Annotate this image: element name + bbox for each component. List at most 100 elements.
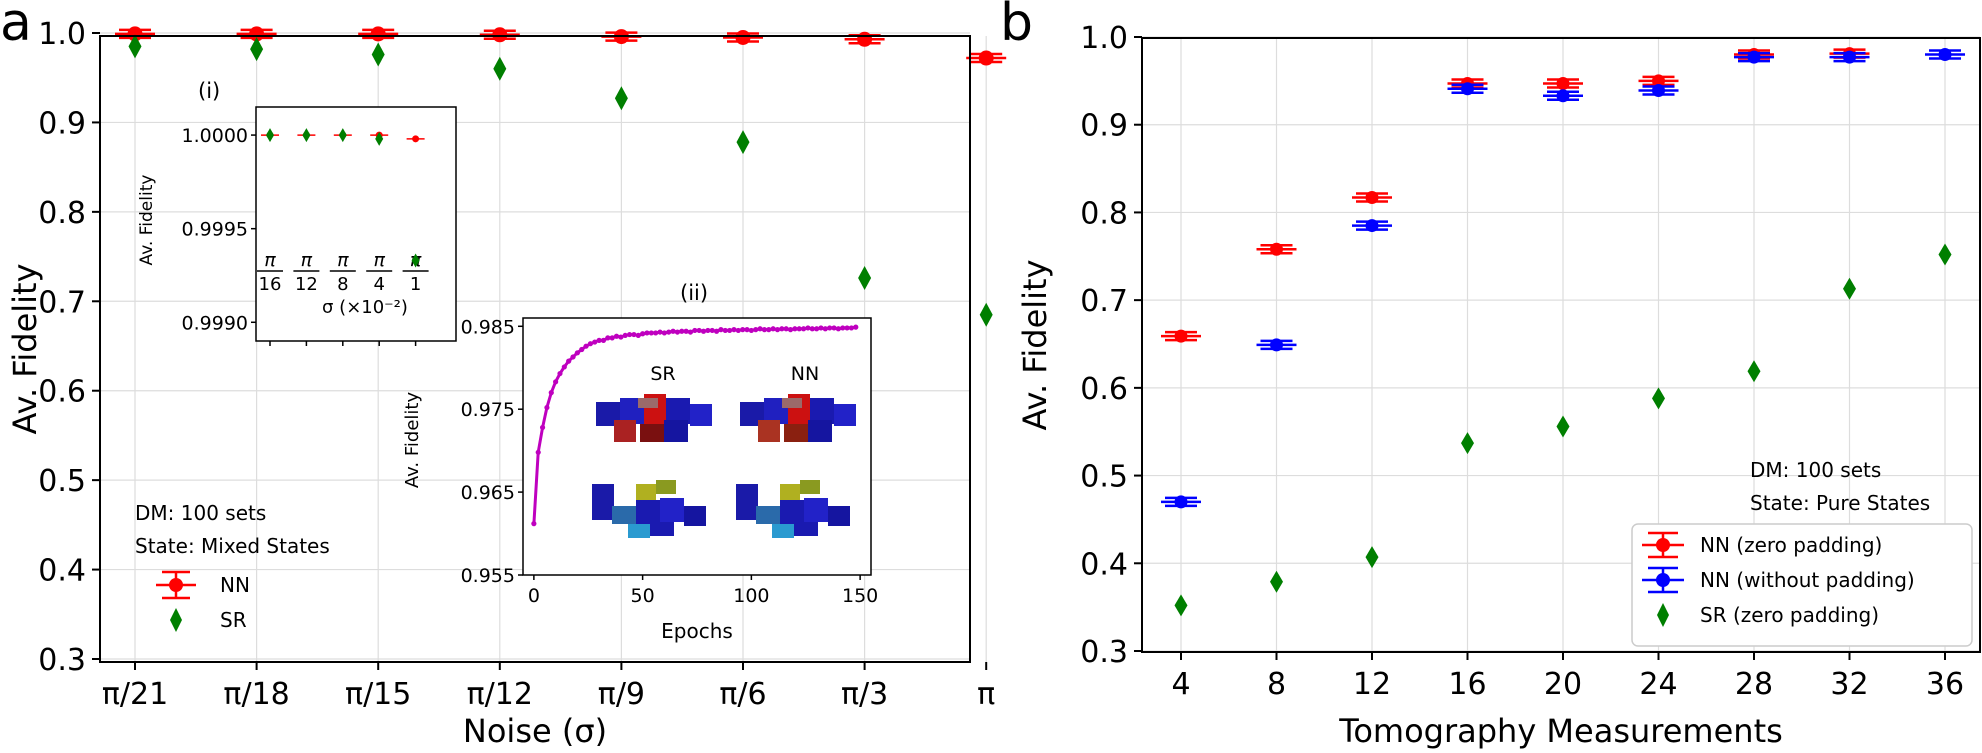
- inset-i-series-sr: [266, 128, 420, 268]
- inset-ii-curve-point: [687, 329, 694, 335]
- panel-b-x-tick-label: 36: [1926, 667, 1964, 702]
- panel-b-series-nn-zero-padding: [1161, 47, 1870, 343]
- panel-a-sr-point: [371, 42, 385, 67]
- inset-ii-curve-point: [735, 327, 741, 334]
- inset-ii-curve-point: [744, 327, 750, 333]
- panel-a-annotation-dm: DM: 100 sets: [135, 501, 266, 525]
- inset-ii-curve-point: [561, 364, 567, 370]
- inset-ii-label: (ii): [680, 281, 708, 305]
- inset-ii-x-ticks: 0 50 100 150: [528, 575, 878, 607]
- inset-ii-curve-point: [539, 424, 546, 431]
- inset-ii-curve-point: [566, 358, 572, 364]
- panel-b-sr-point: [1843, 277, 1856, 300]
- panel-a-y-tick-label: 0.8: [38, 196, 86, 231]
- inset-ii-curve-point: [692, 327, 698, 334]
- inset-ii-curve-point: [574, 350, 580, 356]
- panel-b-series-sr-zero-padding: [1174, 243, 1952, 617]
- inset-ii-curve-point: [626, 331, 633, 338]
- inset-ii-curve-point: [618, 334, 624, 340]
- inset-ii-curve-point: [818, 325, 824, 331]
- panel-b-sr-point: [1652, 387, 1665, 410]
- inset-i-y-tick-label: 0.9990: [182, 312, 248, 334]
- inset-ii-y-tick-label: 0.985: [461, 316, 515, 338]
- inset-ii-curve-point: [783, 326, 789, 332]
- panel-a-nn-point: [115, 26, 155, 42]
- inset-ii-curve-point: [683, 328, 689, 334]
- inset-ii-curve-point: [596, 337, 602, 343]
- panel-b-sr-point: [1365, 546, 1379, 569]
- inset-ii-x-tick-label: 0: [528, 585, 540, 607]
- inset-i-x-tick-numerator: π: [373, 249, 385, 271]
- inset-i-x-tick-denominator: 1: [410, 274, 421, 295]
- inset-ii-curve-point: [635, 332, 641, 339]
- panel-a-nn-point: [358, 26, 399, 42]
- inset-i-x-tick-numerator: π: [337, 249, 349, 271]
- inset-ii-curve-point: [822, 326, 828, 332]
- inset-ii-curve-point: [548, 390, 554, 396]
- panel-a-series-sr: [128, 34, 993, 327]
- inset-ii-curve-point: [748, 327, 754, 334]
- panel-a-y-ticks: 0.3 0.4 0.5 0.6 0.7 0.8 0.9 1.0: [38, 17, 100, 678]
- panel-b-legend-box: [1631, 523, 1973, 647]
- panel-b-nn-without-point: [1543, 89, 1583, 103]
- inset-ii-curve-point: [805, 325, 811, 331]
- inset-ii-cubes-label-sr: SR: [650, 363, 675, 385]
- panel-b-legend-nn-zero-marker: [1642, 531, 1684, 559]
- inset-ii-curve-point: [809, 326, 815, 332]
- inset-ii-curve-point: [814, 326, 820, 332]
- panel-b-legend-nn-without-marker: [1642, 566, 1684, 594]
- panel-a-legend-sr-marker: [170, 608, 182, 632]
- inset-ii-curve-point: [848, 325, 855, 331]
- inset-ii-curve-point: [670, 328, 676, 334]
- inset-i-sr-point: [266, 128, 274, 143]
- inset-i-sr-point: [375, 131, 384, 146]
- inset-i-y-tick-label: 0.9995: [182, 219, 248, 241]
- panel-b-y-tick-label: 0.4: [1080, 547, 1128, 582]
- inset-ii-curve-point: [727, 327, 733, 334]
- panel-a-x-tick-label: π/9: [598, 677, 645, 712]
- inset-ii-curve-point: [722, 327, 728, 334]
- panel-b-y-tick-label: 1.0: [1080, 21, 1128, 56]
- panel-b-series-nn-without-padding: [1161, 48, 1965, 509]
- panel-b-annotation-dm: DM: 100 sets: [1750, 458, 1881, 482]
- panel-b-sr-point: [1270, 570, 1283, 593]
- inset-i-nn-point: [412, 135, 420, 143]
- panel-a-label: a: [0, 0, 32, 53]
- inset-i-x-tick-denominator: 4: [373, 274, 384, 295]
- inset-ii: (ii) 0.955 0.965 0.975 0.985 0 50 100 150: [402, 281, 878, 643]
- inset-ii-curve-point: [761, 327, 768, 333]
- inset-ii-curve-point: [666, 329, 672, 335]
- panel-a-x-tick-label: π/15: [345, 677, 411, 712]
- inset-ii-curve-point: [792, 326, 798, 332]
- panel-a-sr-point: [250, 37, 264, 62]
- inset-ii-x-tick-label: 50: [631, 585, 655, 607]
- panel-a-y-tick-label: 0.4: [38, 554, 86, 589]
- inset-ii-curve-point: [713, 328, 720, 334]
- panel-b-sr-point: [1938, 243, 1952, 266]
- inset-ii-x-axis-label: Epochs: [661, 619, 733, 643]
- inset-i-sr-point: [338, 128, 347, 143]
- inset-ii-y-tick-label: 0.975: [461, 399, 515, 421]
- panel-b-x-tick-label: 16: [1448, 667, 1486, 702]
- panel-b-x-tick-label: 24: [1639, 667, 1677, 702]
- inset-ii-curve-point: [600, 337, 607, 343]
- inset-ii-curve-point: [696, 327, 702, 334]
- inset-ii-curve-point: [631, 331, 637, 338]
- panel-a-x-tick-label: π/21: [102, 677, 168, 712]
- panel-a-sr-point: [858, 266, 872, 291]
- panel-b-sr-point: [1174, 594, 1188, 617]
- inset-ii-curve-point: [705, 327, 711, 334]
- inset-i-sr-point: [302, 128, 311, 143]
- inset-ii-curve-point: [740, 327, 746, 333]
- inset-i-frame: [255, 106, 457, 342]
- inset-ii-curve-point: [770, 326, 776, 332]
- panel-a-x-tick-label: π: [977, 677, 995, 712]
- panel-b-nn-without-point: [1638, 84, 1679, 98]
- inset-ii-bars-sr-top: [596, 394, 712, 442]
- panel-a-sr-point: [614, 86, 628, 111]
- panel-a-legend: DM: 100 sets State: Mixed States NN SR: [135, 501, 330, 632]
- panel-a-legend-sr-label: SR: [220, 608, 247, 632]
- inset-ii-curve-point: [679, 328, 685, 334]
- panel-b-y-tick-label: 0.7: [1080, 284, 1128, 319]
